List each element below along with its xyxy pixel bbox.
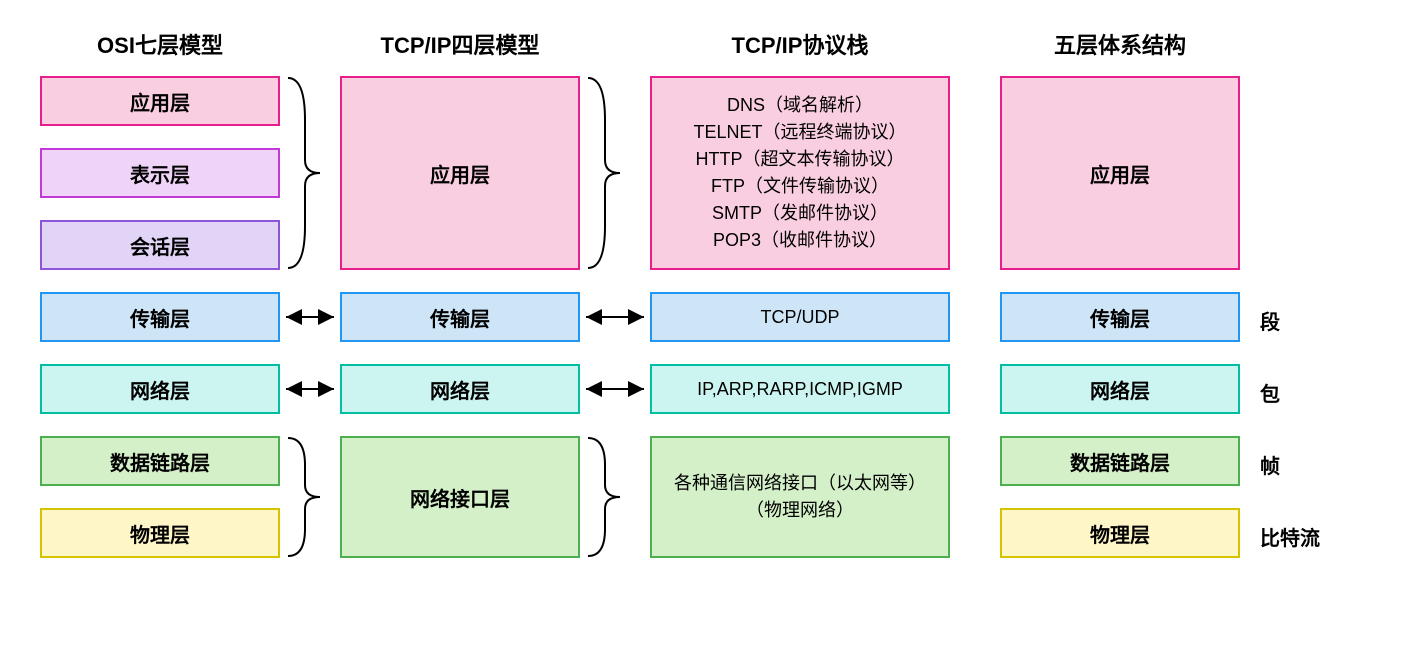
network-model-diagram: OSI七层模型 TCP/IP四层模型 TCP/IP协议栈 五层体系结构 应用层 … [30,20,1397,638]
stack-app-line-0: DNS（域名解析） [727,92,873,119]
osi-transport: 传输层 [40,292,280,342]
unit-segment: 段 [1260,306,1280,335]
stack-app-line-3: FTP（文件传输协议） [711,173,889,200]
brace-tcpip-netif [588,438,620,556]
brace-tcpip-app [588,78,620,268]
osi-transport-label: 传输层 [130,303,190,332]
stack-app-line-5: POP3（收邮件协议） [713,227,887,254]
tcpip4-application-label: 应用层 [430,159,490,188]
stack-app-line-1: TELNET（远程终端协议） [693,119,906,146]
five-datalink: 数据链路层 [1000,436,1240,486]
header-five: 五层体系结构 [1000,28,1240,60]
unit-packet: 包 [1260,378,1280,407]
tcpip4-transport-label: 传输层 [430,303,490,332]
brace-osi-app [288,78,320,268]
five-physical-label: 物理层 [1090,519,1150,548]
header-stack: TCP/IP协议栈 [650,28,950,60]
stack-network-label: IP,ARP,RARP,ICMP,IGMP [697,376,903,403]
unit-frame: 帧 [1260,450,1280,479]
five-transport-label: 传输层 [1090,303,1150,332]
osi-datalink-label: 数据链路层 [110,447,210,476]
stack-transport-label: TCP/UDP [760,304,839,331]
stack-netif-line-0: 各种通信网络接口（以太网等） [674,470,926,497]
osi-network-label: 网络层 [130,375,190,404]
five-physical: 物理层 [1000,508,1240,558]
tcpip4-network-label: 网络层 [430,375,490,404]
brace-osi-netif [288,438,320,556]
stack-netif-line-1: （物理网络） [746,497,854,524]
osi-physical: 物理层 [40,508,280,558]
osi-presentation: 表示层 [40,148,280,198]
tcpip4-application: 应用层 [340,76,580,270]
five-transport: 传输层 [1000,292,1240,342]
stack-netif: 各种通信网络接口（以太网等） （物理网络） [650,436,950,558]
stack-transport: TCP/UDP [650,292,950,342]
header-osi: OSI七层模型 [40,28,280,60]
five-network: 网络层 [1000,364,1240,414]
five-network-label: 网络层 [1090,375,1150,404]
stack-app-line-2: HTTP（超文本传输协议） [696,146,905,173]
header-tcpip4: TCP/IP四层模型 [340,28,580,60]
stack-application: DNS（域名解析） TELNET（远程终端协议） HTTP（超文本传输协议） F… [650,76,950,270]
tcpip4-transport: 传输层 [340,292,580,342]
osi-session: 会话层 [40,220,280,270]
osi-application: 应用层 [40,76,280,126]
five-application-label: 应用层 [1090,159,1150,188]
stack-network: IP,ARP,RARP,ICMP,IGMP [650,364,950,414]
tcpip4-network: 网络层 [340,364,580,414]
osi-presentation-label: 表示层 [130,159,190,188]
five-datalink-label: 数据链路层 [1070,447,1170,476]
osi-session-label: 会话层 [130,231,190,260]
tcpip4-netif: 网络接口层 [340,436,580,558]
unit-bitstream: 比特流 [1260,522,1320,551]
osi-application-label: 应用层 [130,87,190,116]
stack-app-line-4: SMTP（发邮件协议） [712,200,888,227]
osi-datalink: 数据链路层 [40,436,280,486]
osi-network: 网络层 [40,364,280,414]
osi-physical-label: 物理层 [130,519,190,548]
tcpip4-netif-label: 网络接口层 [410,483,510,512]
five-application: 应用层 [1000,76,1240,270]
